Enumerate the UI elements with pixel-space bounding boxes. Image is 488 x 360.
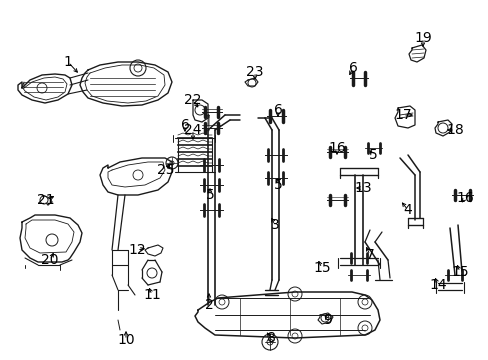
Text: 22: 22 [184,93,202,107]
Text: 5: 5 [205,188,214,202]
Text: 12: 12 [128,243,145,257]
Text: 19: 19 [413,31,431,45]
Text: 16: 16 [455,191,473,205]
Text: 8: 8 [266,331,275,345]
Text: 6: 6 [348,61,357,75]
Text: 2: 2 [204,298,213,312]
Text: 24: 24 [184,123,202,137]
Text: 16: 16 [327,141,345,155]
Text: 7: 7 [365,248,374,262]
Text: 15: 15 [312,261,330,275]
Text: 4: 4 [403,203,411,217]
Text: 9: 9 [323,313,332,327]
Text: 13: 13 [353,181,371,195]
Text: 1: 1 [63,55,72,69]
Text: 23: 23 [246,65,263,79]
Text: 20: 20 [41,253,59,267]
Text: 14: 14 [428,278,446,292]
Text: 18: 18 [445,123,463,137]
Text: 3: 3 [270,218,279,232]
Text: 10: 10 [117,333,135,347]
Text: 15: 15 [450,265,468,279]
Text: 25: 25 [157,163,174,177]
Text: 11: 11 [143,288,161,302]
Text: 21: 21 [37,193,55,207]
Text: 17: 17 [393,108,411,122]
Text: 6: 6 [273,103,282,117]
Text: 5: 5 [368,148,377,162]
Text: 5: 5 [273,178,282,192]
Text: 6: 6 [180,118,189,132]
